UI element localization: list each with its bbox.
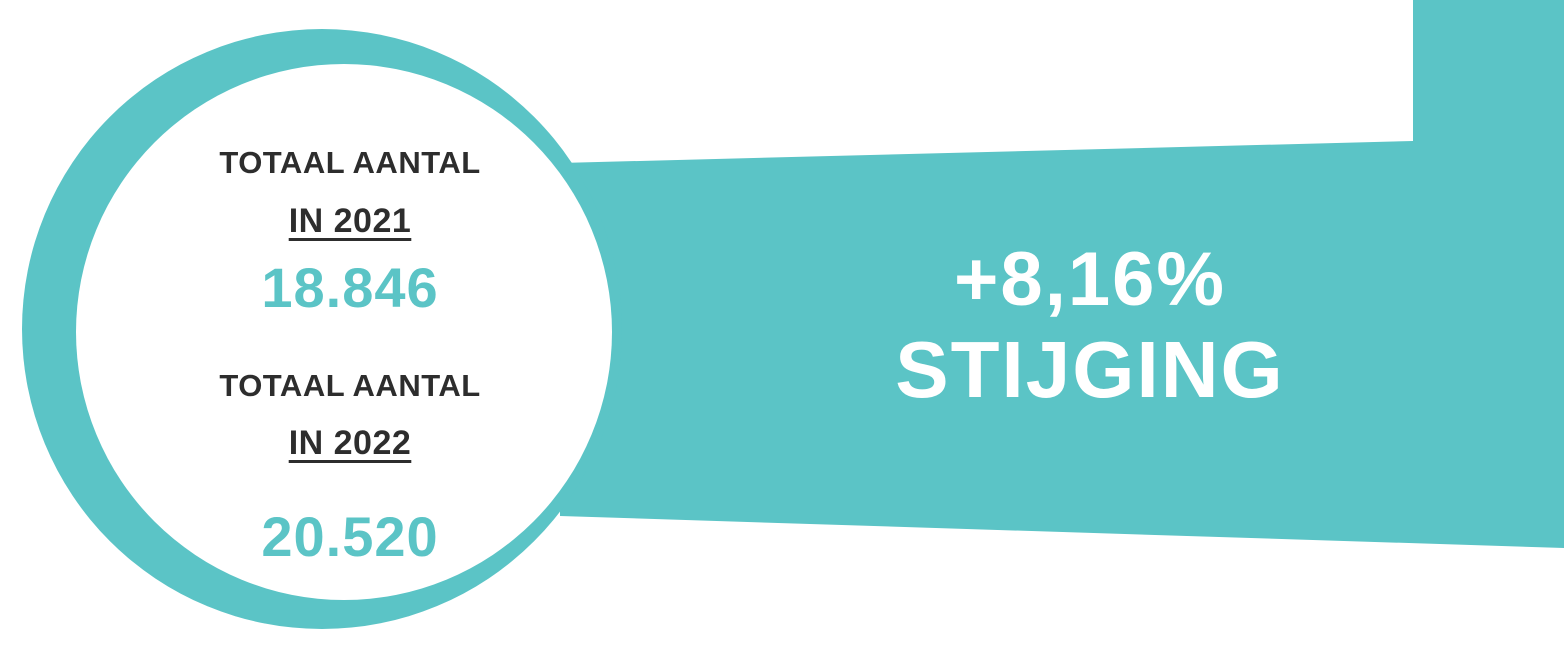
stat-2022-year-text: IN 2022 (288, 424, 412, 462)
stat-2022-year: IN 2022 (140, 424, 560, 463)
stat-2021-label: TOTAAL AANTAL (219, 145, 481, 180)
stat-2021-year-text: IN 2021 (288, 202, 412, 240)
increase-word: STIJGING (895, 325, 1285, 414)
increase-percentage: +8,16% (954, 237, 1226, 322)
circle-inner (76, 64, 612, 600)
connector-band (560, 141, 1564, 548)
stat-2021-value: 18.846 (261, 256, 439, 319)
stat-2021-year: IN 2021 (140, 202, 560, 241)
stat-2022-label: TOTAAL AANTAL (219, 368, 481, 403)
right-accent-bar (1413, 0, 1564, 160)
stat-2022-value: 20.520 (261, 505, 439, 568)
